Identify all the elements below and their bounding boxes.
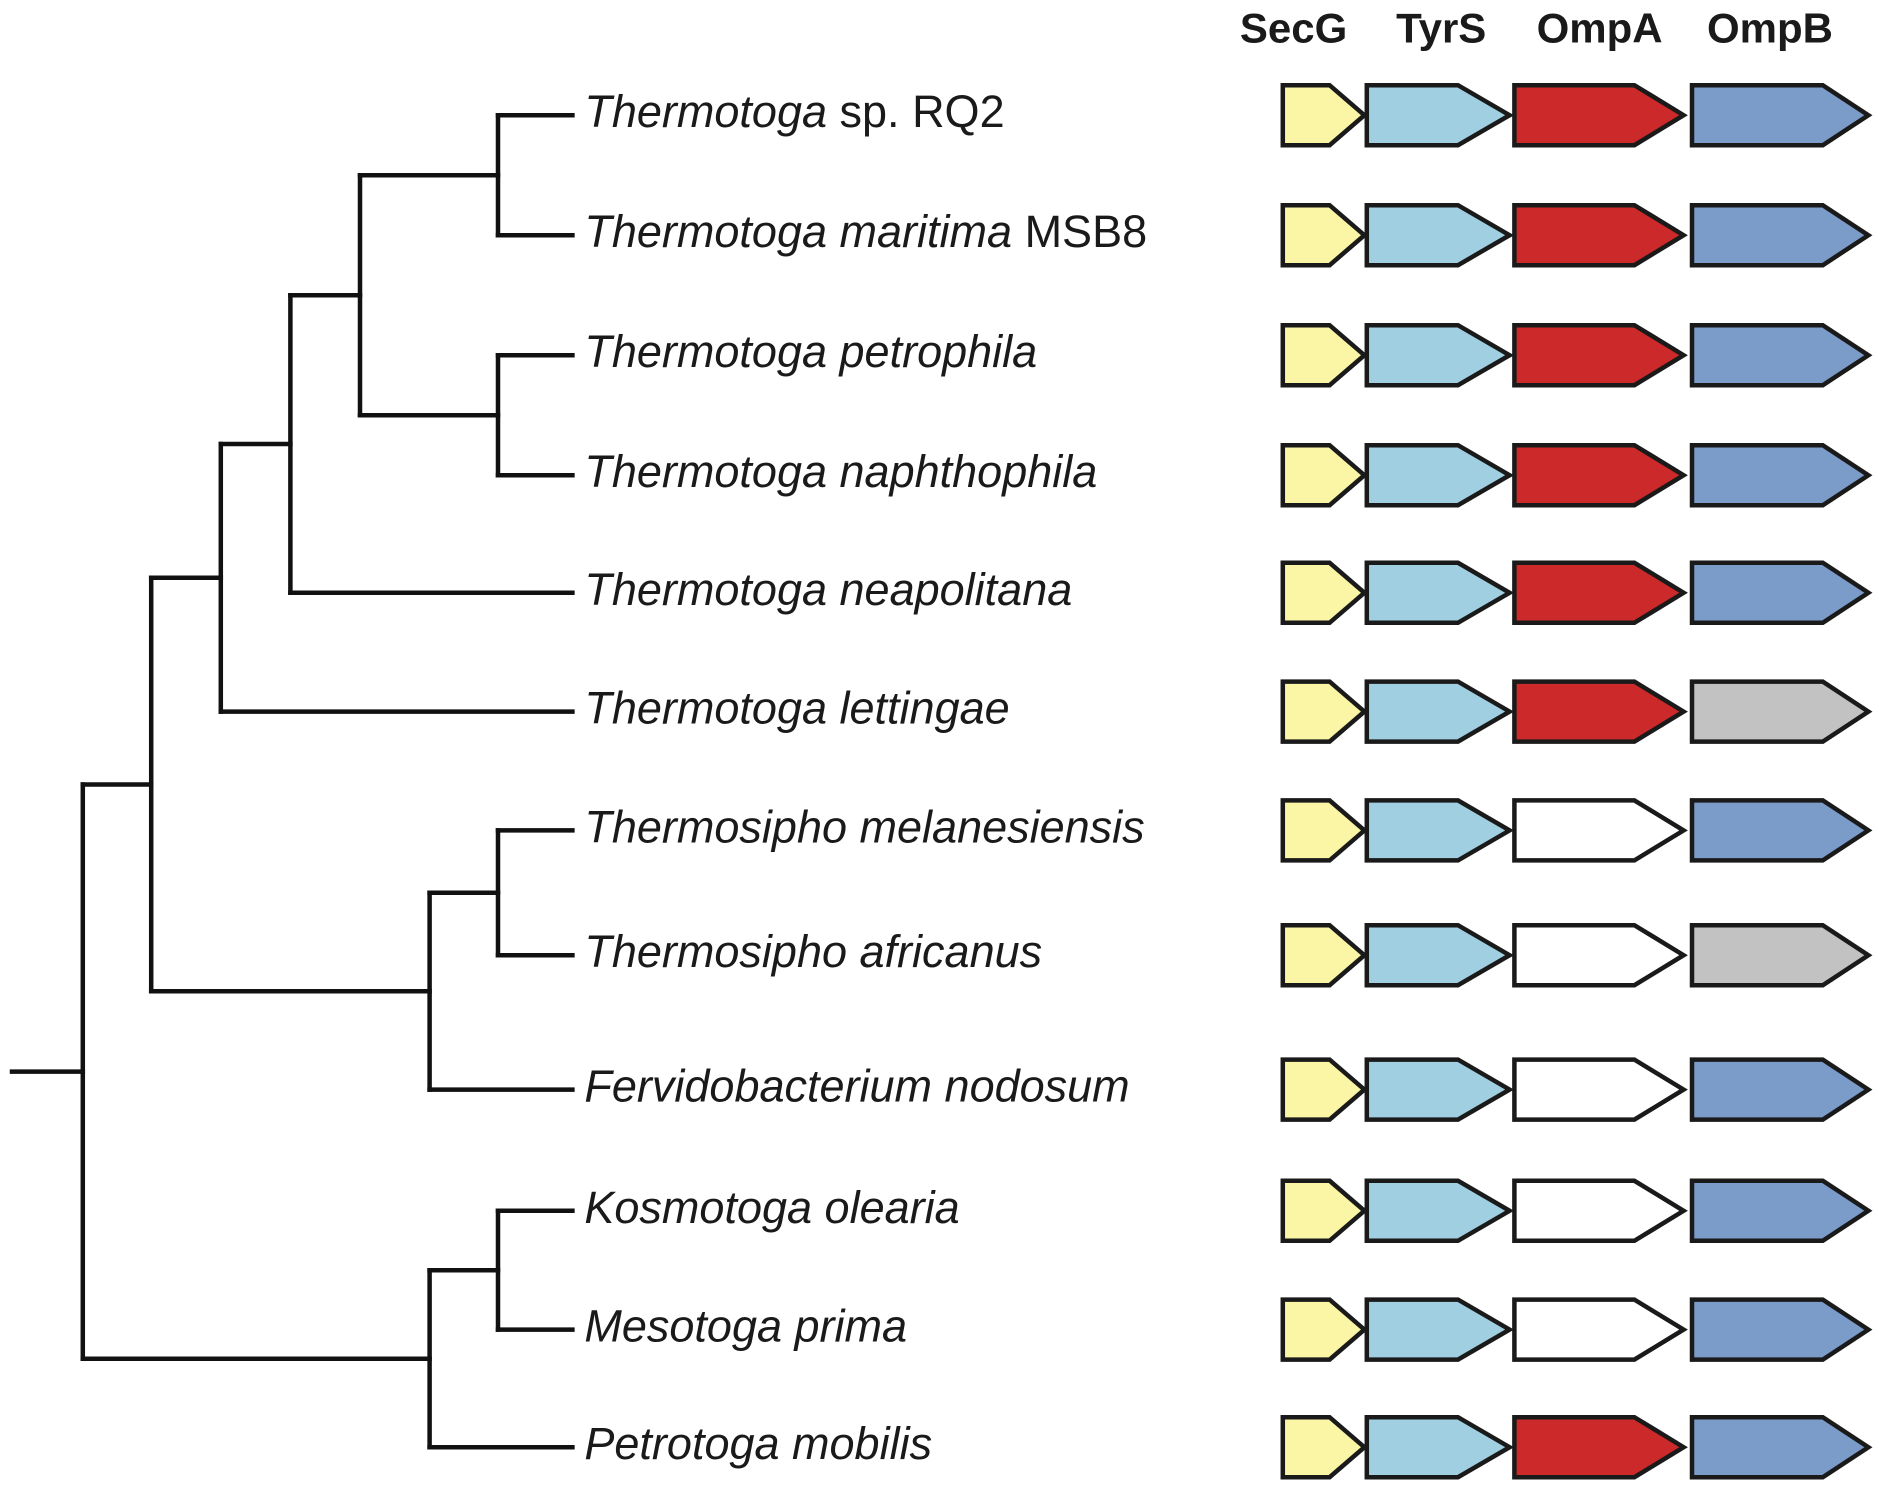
gene-arrow-tyrs bbox=[1364, 442, 1515, 508]
taxon-label: Thermotoga lettingae bbox=[584, 682, 1009, 733]
gene-arrow-ompb bbox=[1689, 679, 1873, 744]
taxon-genus: Thermosipho bbox=[584, 926, 847, 977]
gene-arrow-secg bbox=[1280, 202, 1368, 268]
taxon-genus: Thermotoga bbox=[584, 206, 827, 257]
gene-arrow-tyrs bbox=[1364, 322, 1515, 388]
gene-arrow-tyrs bbox=[1364, 1057, 1515, 1122]
gene-arrow-ompb bbox=[1689, 202, 1873, 268]
gene-arrow-ompb bbox=[1689, 922, 1873, 988]
taxon-species: melanesiensis bbox=[860, 801, 1145, 852]
gene-arrow-secg bbox=[1280, 798, 1368, 863]
gene-arrow-ompa bbox=[1512, 1414, 1688, 1480]
gene-arrow-secg bbox=[1280, 442, 1368, 508]
taxon-genus: Mesotoga bbox=[584, 1300, 782, 1351]
gene-arrow-tyrs bbox=[1364, 1297, 1515, 1362]
taxon-species: maritima bbox=[840, 206, 1013, 257]
gene-arrow-ompb bbox=[1689, 82, 1873, 148]
taxon-species: neapolitana bbox=[840, 564, 1073, 615]
taxon-genus: Thermotoga bbox=[584, 446, 827, 497]
taxon-genus: Petrotoga bbox=[584, 1418, 779, 1469]
taxon-label: Thermosipho africanus bbox=[584, 926, 1042, 977]
gene-arrow-tyrs bbox=[1364, 1414, 1515, 1480]
taxon-label: Thermosipho melanesiensis bbox=[584, 801, 1144, 852]
gene-arrow-ompb bbox=[1689, 1057, 1873, 1122]
gene-arrow-ompa bbox=[1512, 679, 1688, 744]
gene-arrow-tyrs bbox=[1364, 1178, 1515, 1244]
taxon-label: Thermotoga maritima MSB8 bbox=[584, 206, 1147, 257]
taxon-label: Petrotoga mobilis bbox=[584, 1418, 932, 1469]
gene-arrow-ompa bbox=[1512, 798, 1688, 863]
gene-arrow-ompa bbox=[1512, 202, 1688, 268]
taxon-label: Kosmotoga olearia bbox=[584, 1182, 959, 1233]
taxon-label: Thermotoga naphthophila bbox=[584, 446, 1097, 497]
taxon-species: prima bbox=[793, 1300, 908, 1351]
taxon-species: olearia bbox=[825, 1182, 960, 1233]
gene-arrow-ompa bbox=[1512, 1178, 1688, 1244]
gene-arrow-ompa bbox=[1512, 1057, 1688, 1122]
taxon-species: petrophila bbox=[838, 326, 1038, 377]
taxon-genus: Thermosipho bbox=[584, 801, 847, 852]
gene-arrow-ompb bbox=[1689, 442, 1873, 508]
taxon-species: naphthophila bbox=[840, 446, 1098, 497]
gene-arrow-secg bbox=[1280, 1057, 1368, 1122]
gene-arrow-tyrs bbox=[1364, 798, 1515, 863]
gene-arrow-ompa bbox=[1512, 1297, 1688, 1362]
gene-arrow-ompb bbox=[1689, 1297, 1873, 1362]
gene-arrow-tyrs bbox=[1364, 82, 1515, 148]
taxon-label: Thermotoga neapolitana bbox=[584, 564, 1072, 615]
gene-arrow-secg bbox=[1280, 82, 1368, 148]
taxon-label: Mesotoga prima bbox=[584, 1300, 907, 1351]
taxon-genus: Kosmotoga bbox=[584, 1182, 812, 1233]
gene-arrow-tyrs bbox=[1364, 202, 1515, 268]
gene-arrow-ompb bbox=[1689, 322, 1873, 388]
taxon-label: Thermotoga sp. RQ2 bbox=[584, 86, 1004, 137]
gene-arrow-tyrs bbox=[1364, 922, 1515, 988]
taxon-genus: Thermotoga bbox=[584, 682, 827, 733]
taxon-label: Thermotoga petrophila bbox=[584, 326, 1037, 377]
phylogenetic-tree bbox=[9, 112, 575, 1450]
gene-arrow-tyrs bbox=[1364, 560, 1515, 626]
gene-arrow-secg bbox=[1280, 1297, 1368, 1362]
taxon-genus: Thermotoga bbox=[584, 564, 827, 615]
gene-header-tyrs: TyrS bbox=[1396, 4, 1486, 51]
taxon-genus: Fervidobacterium bbox=[584, 1060, 932, 1111]
taxon-species: nodosum bbox=[945, 1060, 1130, 1111]
gene-arrow-ompa bbox=[1512, 82, 1688, 148]
taxon-species: mobilis bbox=[792, 1418, 932, 1469]
gene-arrow-ompa bbox=[1512, 560, 1688, 626]
gene-arrow-secg bbox=[1280, 560, 1368, 626]
gene-headers: SecG TyrS OmpA OmpB bbox=[1240, 4, 1833, 51]
gene-header-secg: SecG bbox=[1240, 4, 1347, 51]
gene-header-ompa: OmpA bbox=[1537, 4, 1663, 51]
taxon-species: africanus bbox=[860, 926, 1043, 977]
gene-arrow-tyrs bbox=[1364, 679, 1515, 744]
gene-arrow-ompb bbox=[1689, 1414, 1873, 1480]
gene-arrow-secg bbox=[1280, 1414, 1368, 1480]
gene-arrow-ompb bbox=[1689, 1178, 1873, 1244]
taxon-species: lettingae bbox=[840, 682, 1010, 733]
gene-arrows bbox=[1280, 82, 1873, 1480]
gene-arrow-secg bbox=[1280, 1178, 1368, 1244]
gene-arrow-ompb bbox=[1689, 560, 1873, 626]
taxon-genus: Thermotoga bbox=[584, 326, 827, 377]
taxon-label: Fervidobacterium nodosum bbox=[584, 1060, 1129, 1111]
gene-header-ompb: OmpB bbox=[1707, 4, 1833, 51]
gene-arrow-secg bbox=[1280, 922, 1368, 988]
gene-arrow-secg bbox=[1280, 679, 1368, 744]
taxon-strain: MSB8 bbox=[1025, 206, 1148, 257]
gene-arrow-ompb bbox=[1689, 798, 1873, 863]
gene-arrow-ompa bbox=[1512, 922, 1688, 988]
gene-arrow-secg bbox=[1280, 322, 1368, 388]
taxon-genus: Thermotoga bbox=[584, 86, 827, 137]
gene-arrow-ompa bbox=[1512, 322, 1688, 388]
gene-arrow-ompa bbox=[1512, 442, 1688, 508]
taxon-species: sp. RQ2 bbox=[840, 86, 1005, 137]
